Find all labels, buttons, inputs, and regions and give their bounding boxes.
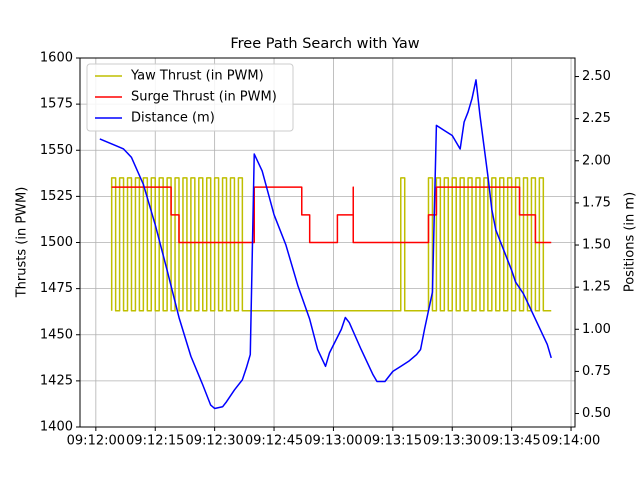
x-tick-label: 09:12:15: [126, 434, 184, 449]
x-tick-label: 09:13:00: [304, 434, 362, 449]
y-tick-label: 1600: [40, 51, 73, 66]
y-tick-label: 1500: [40, 235, 73, 250]
legend-box: [86, 63, 294, 132]
y-axis-label: Thrusts (in PWM): [15, 187, 30, 299]
ticks: 09:12:00 09:12:15 09:12:30 09:12:45 09:13:00…: [40, 51, 611, 449]
x-tick-label: 09:13:30: [423, 434, 481, 449]
y2-axis-label: Positions (in m): [623, 192, 638, 292]
y2-tick-label: 2.25: [582, 111, 611, 126]
x-tick-label: 09:14:00: [542, 434, 600, 449]
y2-tick-label: 1.75: [582, 195, 611, 210]
y-tick-label: 1450: [40, 327, 73, 342]
y-tick-label: 1425: [40, 373, 73, 388]
data-line: [110, 177, 552, 312]
y2-tick-label: 0.50: [582, 406, 611, 421]
chart-title: Free Path Search with Yaw: [230, 36, 419, 52]
plot-area: [99, 79, 552, 410]
y-tick-label: 1550: [40, 143, 73, 158]
legend-label: Yaw Thrust (in PWM): [130, 69, 264, 84]
y-tick-label: 1400: [40, 420, 73, 435]
x-tick-label: 09:12:00: [67, 434, 125, 449]
y-tick-label: 1525: [40, 189, 73, 204]
x-tick-label: 09:13:15: [364, 434, 422, 449]
x-tick-label: 09:12:30: [185, 434, 243, 449]
y2-tick-label: 1.50: [582, 238, 611, 253]
legend-label: Surge Thrust (in PWM): [131, 90, 277, 105]
data-line: [99, 79, 552, 410]
y-tick-label: 1475: [40, 281, 73, 296]
y2-tick-label: 1.25: [582, 280, 611, 295]
y-tick-label: 1575: [40, 97, 73, 112]
y2-tick-label: 2.50: [582, 69, 611, 84]
legend-label: Distance (m): [131, 111, 215, 126]
x-tick-label: 09:12:45: [245, 434, 303, 449]
y2-tick-label: 2.00: [582, 153, 611, 168]
data-line: [111, 186, 552, 244]
y2-tick-label: 0.75: [582, 364, 611, 379]
legend: Yaw Thrust (in PWM) Surge Thrust (in PWM)…: [86, 63, 294, 132]
y2-tick-label: 1.00: [582, 322, 611, 337]
x-tick-label: 09:13:45: [482, 434, 540, 449]
